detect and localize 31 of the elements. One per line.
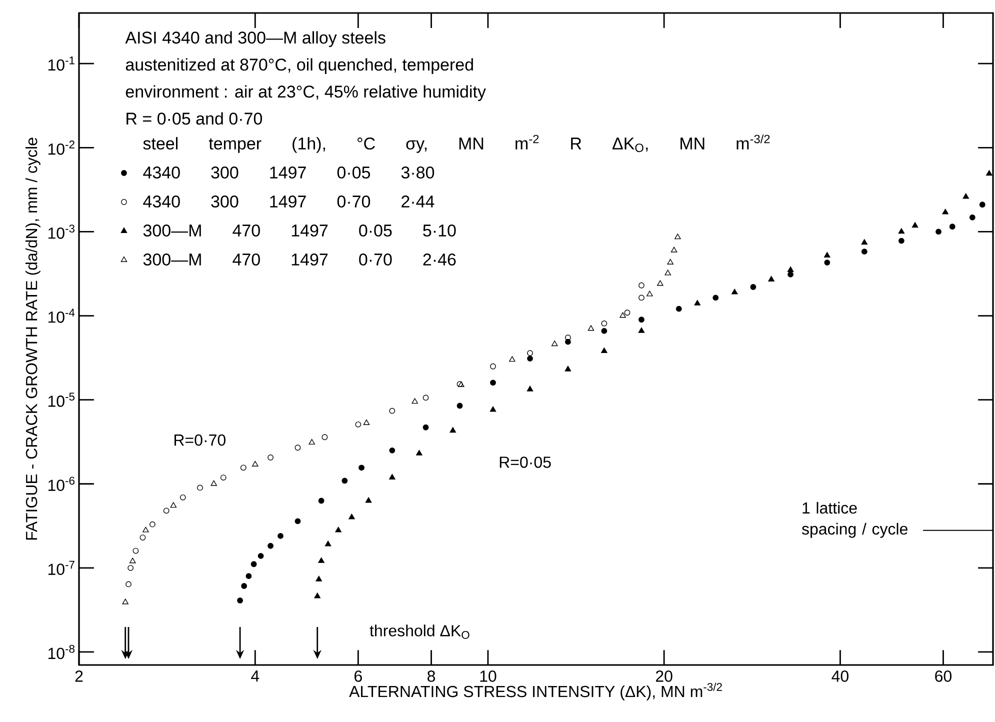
y-tick-label: 10$^{-7}$ bbox=[48, 560, 74, 575]
y-axis-title: FATIGUE - CRACK GROWTH RATE (da/dN), mm / cycle bbox=[25, 138, 40, 540]
annotation: environment : air at 23°C, 45% relative humidity bbox=[126, 85, 486, 102]
x-tick-label: 8 bbox=[428, 670, 436, 682]
annotation: AISI 4340 and 300—M alloy steels bbox=[125, 31, 386, 48]
x-tick-label: 10 bbox=[480, 670, 496, 682]
y-tick-label: 10$^{-6}$ bbox=[48, 476, 74, 491]
annotation: R=0·05 bbox=[500, 456, 551, 468]
y-tick-label: 10$^{-4}$ bbox=[48, 308, 75, 323]
x-tick-label: 40 bbox=[832, 670, 848, 682]
legend-label: 300—M 470 1497 0·70 2·46 bbox=[143, 254, 456, 266]
y-tick-label: 10$^{-1}$ bbox=[48, 56, 74, 71]
annotation: R = 0·05 and 0·70 bbox=[126, 112, 262, 125]
annotation: threshold ΔK$_{O}$ bbox=[370, 624, 470, 639]
x-tick-label: 2 bbox=[75, 670, 83, 682]
x-tick-label: 20 bbox=[656, 670, 672, 682]
y-tick-label: 10$^{-2}$ bbox=[48, 140, 74, 155]
y-tick-label: 10$^{-5}$ bbox=[48, 392, 75, 407]
y-tick-label: 10$^{-3}$ bbox=[48, 224, 74, 239]
annotation: austenitized at 870°C, oil quenched, tempered bbox=[126, 58, 473, 74]
x-tick-label: 4 bbox=[251, 670, 260, 682]
legend-label: 4340 300 1497 0·05 3·80 bbox=[143, 166, 434, 179]
x-axis-title: ALTERNATING STRESS INTENSITY (ΔK), MN m$^{-3/2}$ bbox=[349, 682, 722, 700]
annotation: R=0·70 bbox=[174, 434, 226, 446]
legend-label: 300—M 470 1497 0·05 5·10 bbox=[143, 224, 456, 237]
text: steel temper (1h), °C σy, MN m$^{-2}$ R ΔK$_{O}$, MN m$^{-3/2}$ bbox=[143, 134, 770, 153]
ref-line-label: 1 lattice spacing / cycle bbox=[802, 502, 908, 538]
legend-label: 4340 300 1497 0·70 2·44 bbox=[143, 196, 434, 208]
x-tick-label: 60 bbox=[935, 670, 952, 682]
y-tick-label: 10$^{-8}$ bbox=[48, 644, 75, 660]
x-tick-label: 6 bbox=[354, 670, 362, 682]
